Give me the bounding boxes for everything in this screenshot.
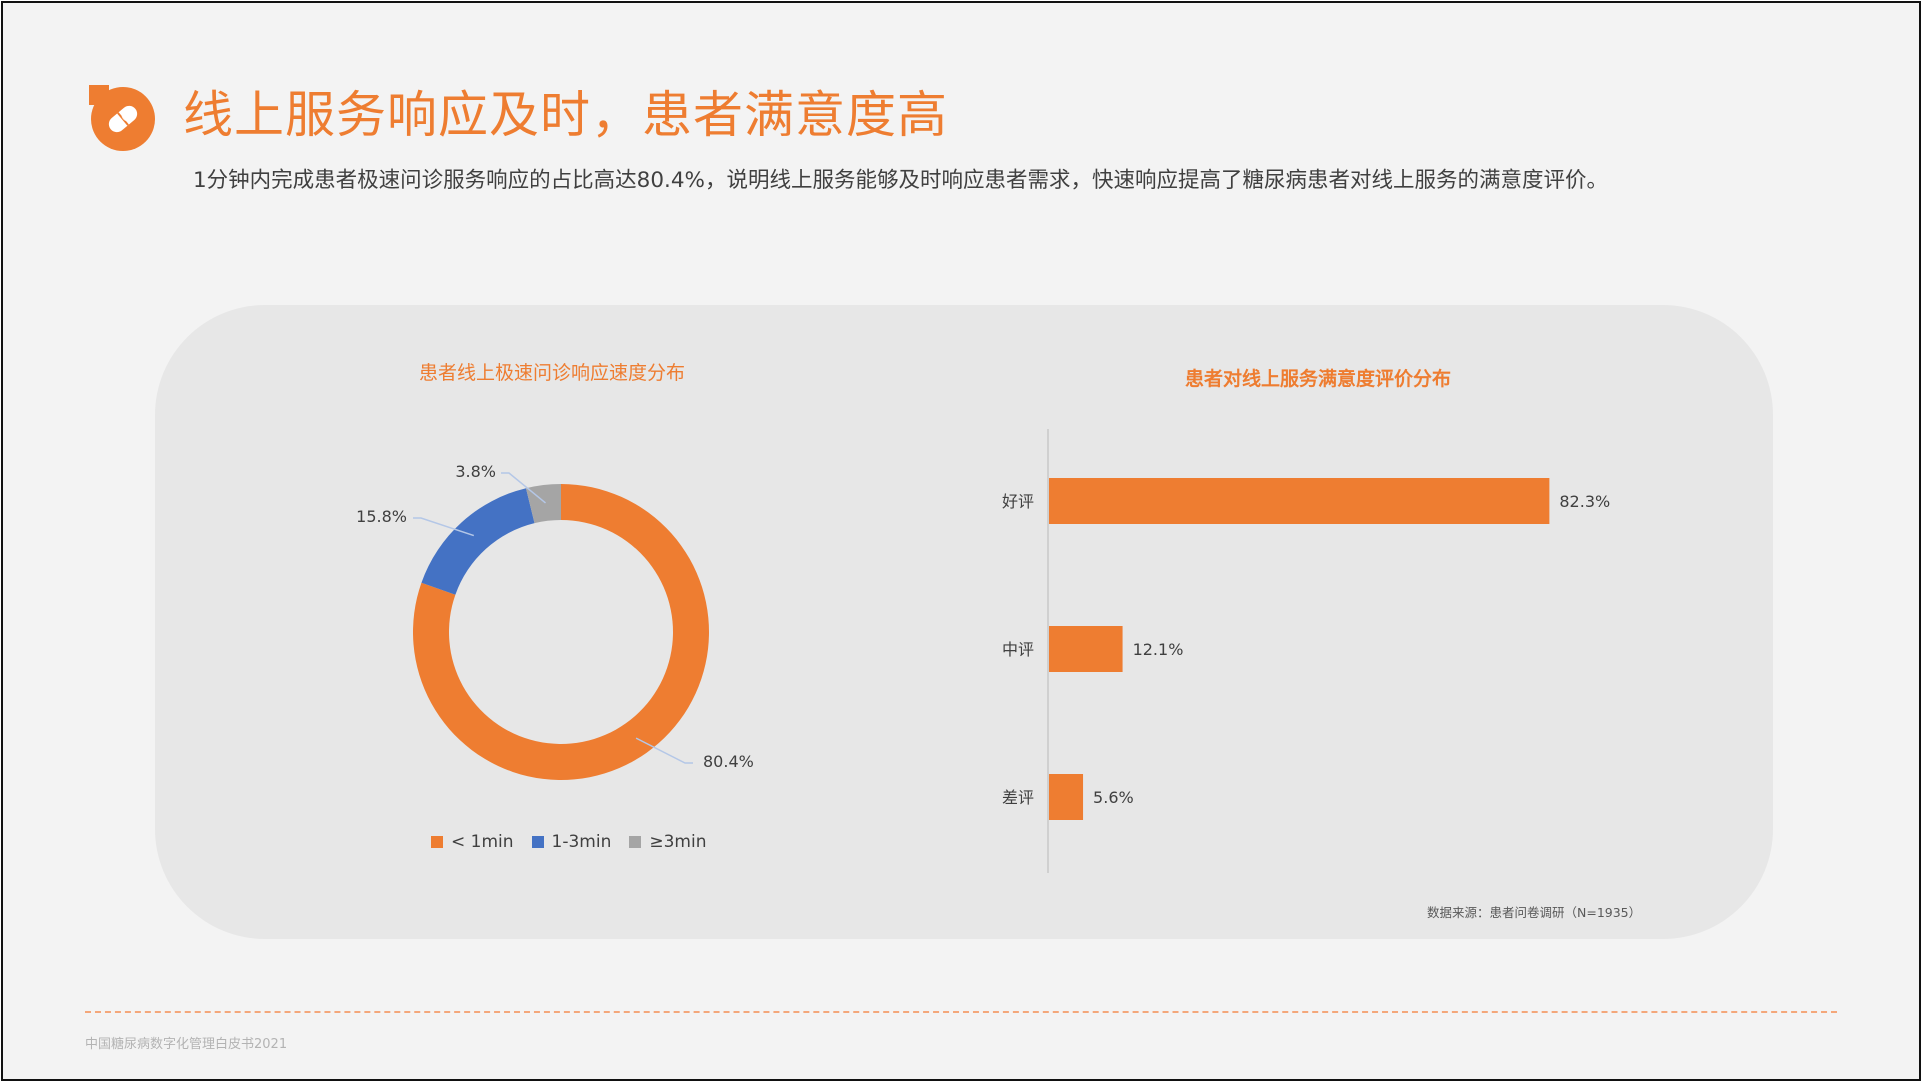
donut-label-2: 3.8%: [455, 462, 496, 481]
bar-category-label-2: 差评: [1002, 788, 1034, 807]
donut-label-0: 80.4%: [703, 752, 754, 771]
bar-value-label-2: 5.6%: [1093, 788, 1134, 807]
pill-logo-icon: [89, 85, 155, 151]
legend-swatch: [531, 836, 544, 848]
source-note: 数据来源：患者问卷调研（N=1935）: [1427, 905, 1642, 920]
donut-legend-item-1: 1-3min: [531, 832, 612, 852]
donut-leader-1: [413, 517, 475, 537]
bar-value-label-1: 12.1%: [1133, 640, 1184, 659]
page-title: 线上服务响应及时，患者满意度高: [183, 86, 948, 144]
legend-label: 1-3min: [551, 832, 612, 852]
bar-value-label-0: 82.3%: [1559, 492, 1610, 511]
legend-label: ≥3min: [649, 832, 707, 852]
donut-chart-title: 患者线上极速问诊响应速度分布: [419, 362, 686, 384]
donut-label-1: 15.8%: [356, 507, 407, 526]
legend-swatch: [431, 836, 443, 848]
bar-category-label-0: 好评: [1002, 492, 1034, 511]
page-subtitle: 1分钟内完成患者极速问诊服务响应的占比高达80.4%，说明线上服务能够及时响应患…: [193, 168, 1608, 193]
bar-0: [1049, 478, 1550, 524]
donut-legend: < 1min 1-3min ≥3min: [431, 832, 706, 852]
donut-slice-1: [421, 488, 535, 595]
bar-category-label-1: 中评: [1002, 640, 1034, 659]
footer-text: 中国糖尿病数字化管理白皮书2021: [85, 1037, 288, 1052]
donut-legend-item-2: ≥3min: [629, 832, 706, 852]
legend-swatch: [629, 836, 642, 848]
donut-leader-2: [501, 472, 546, 504]
bar-2: [1049, 774, 1084, 820]
bar-1: [1049, 626, 1123, 672]
donut-legend-item-0: < 1min: [431, 832, 514, 852]
footer-divider: [85, 1011, 1837, 1013]
donut-leader-0: [635, 737, 693, 764]
legend-label: < 1min: [451, 832, 514, 852]
charts-canvas: 80.4% 15.8% 3.8% 好评 82.3% 中评 12.1% 差评 5.6%: [356, 429, 1610, 873]
bar-chart-title: 患者对线上服务满意度评价分布: [1185, 368, 1452, 390]
